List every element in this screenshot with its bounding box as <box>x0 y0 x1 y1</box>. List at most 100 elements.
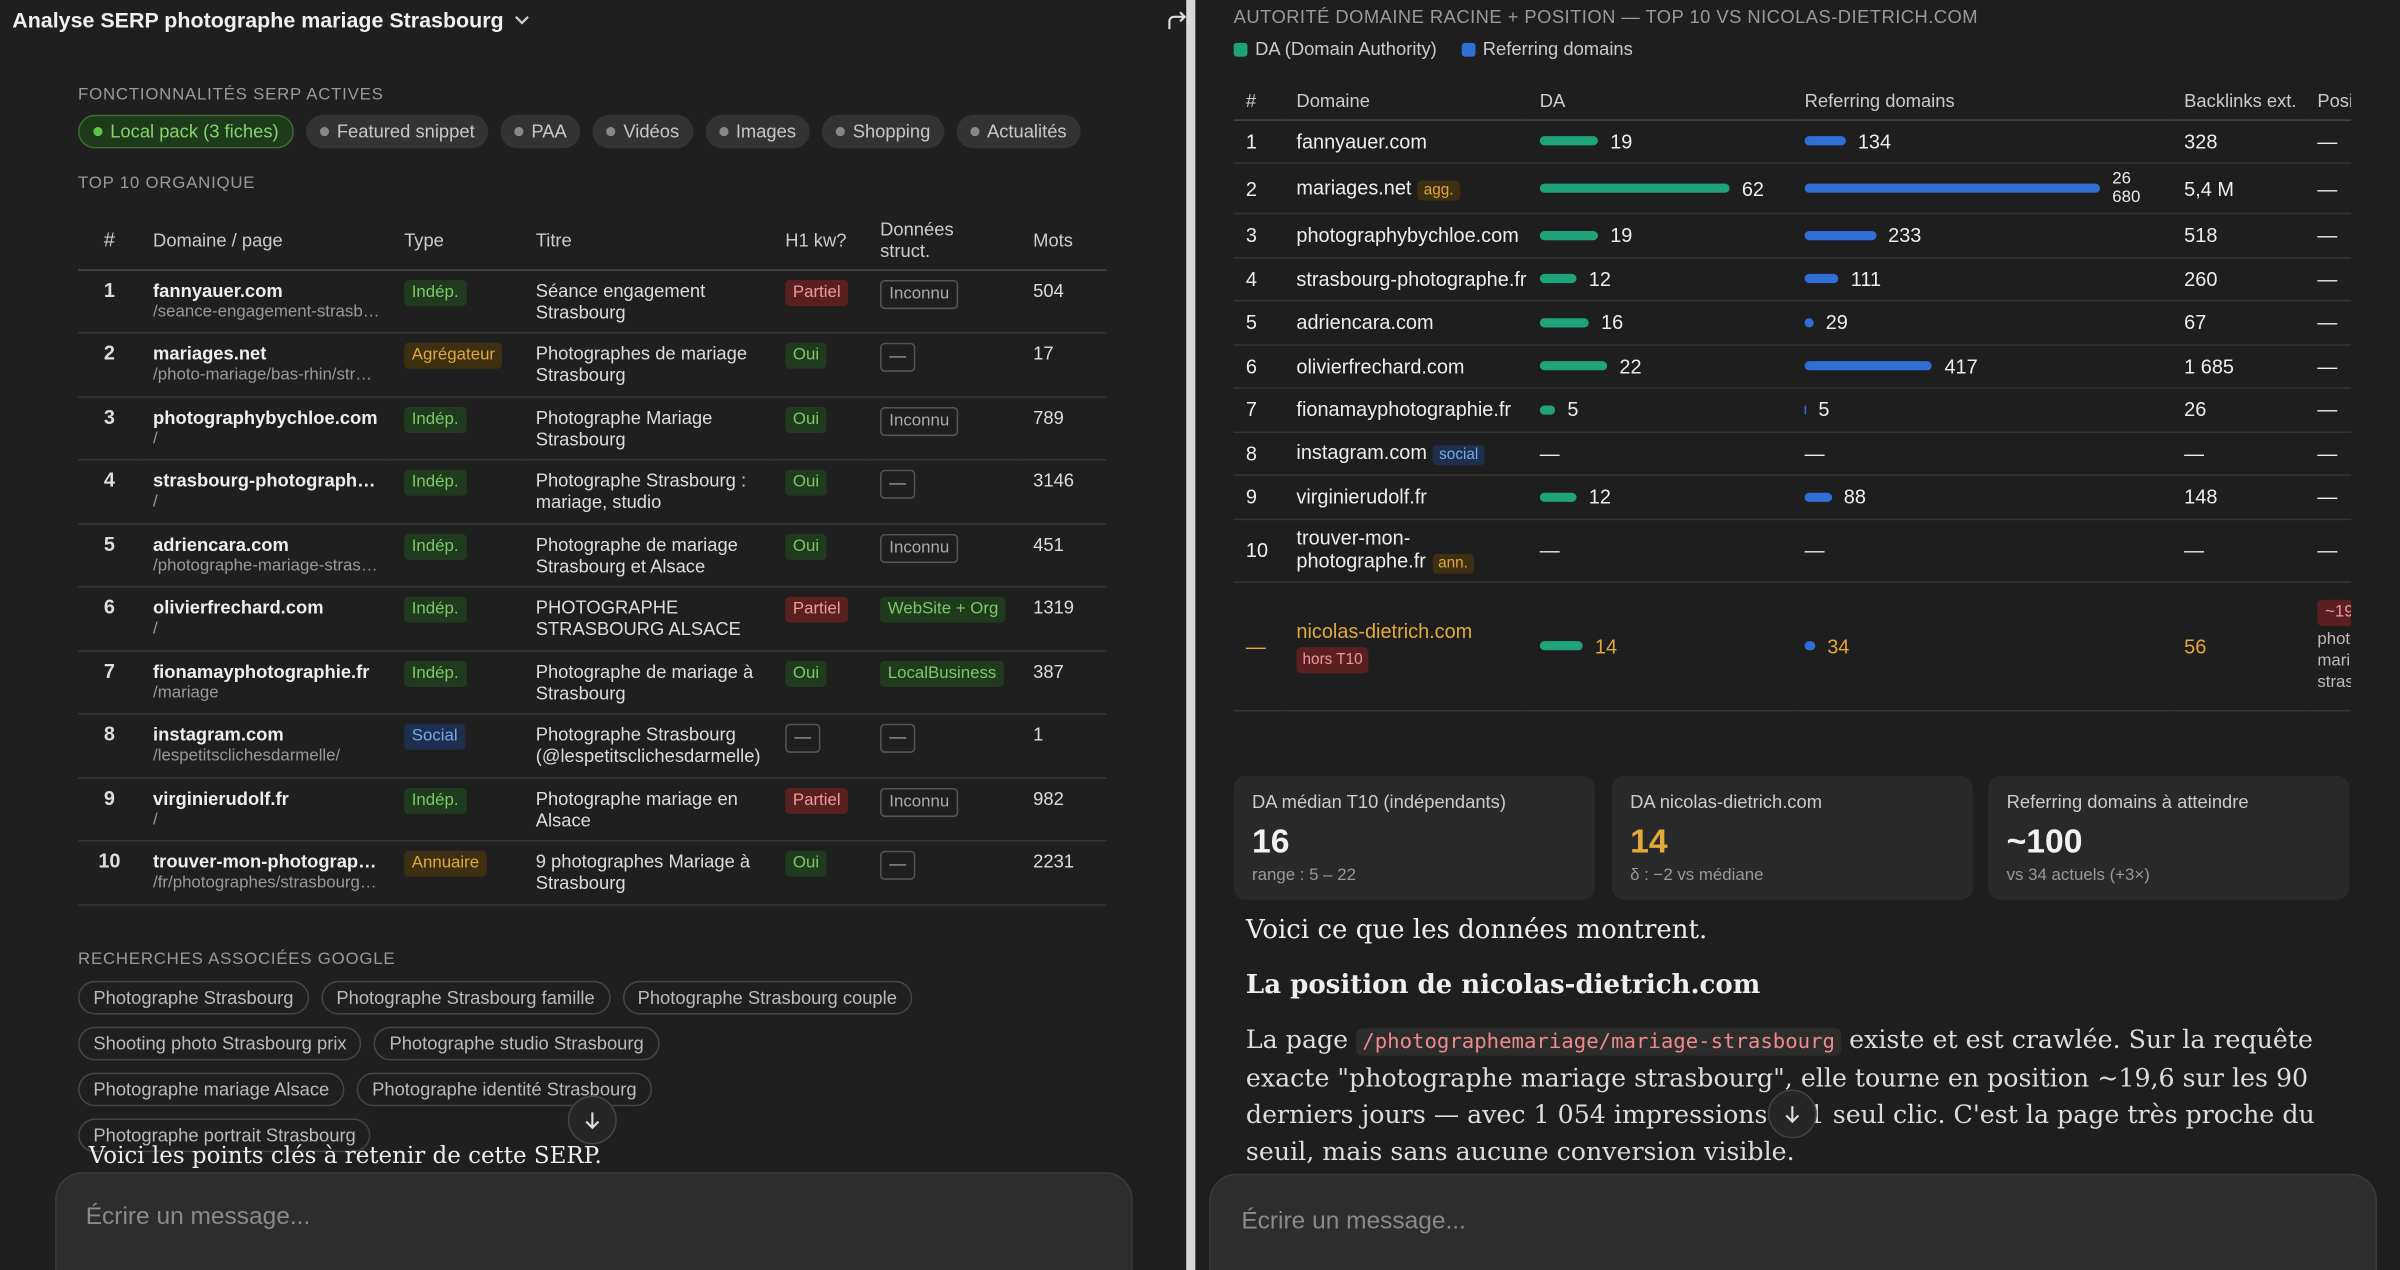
tag: ann. <box>1432 553 1475 574</box>
badge: Oui <box>785 850 827 877</box>
badge: Indép. <box>404 279 467 306</box>
da-label: 5 <box>1567 398 1579 422</box>
da-bar <box>1539 183 1730 193</box>
h1-cell: Oui <box>772 523 868 588</box>
domain: fannyauer.com <box>1296 129 1427 153</box>
conversation-title[interactable]: Analyse SERP photographe mariage Strasbo… <box>12 8 531 32</box>
rank: 7 <box>1233 387 1285 433</box>
da-bar <box>1539 641 1583 651</box>
rank: 4 <box>78 459 141 525</box>
backlinks: 518 <box>2171 213 2306 258</box>
scroll-down-button[interactable] <box>567 1095 617 1145</box>
domain: virginierudolf.fr <box>153 787 289 809</box>
rd-bar <box>1804 641 1815 651</box>
position-cell: — <box>2305 475 2352 520</box>
struct-cell: — <box>867 459 1021 525</box>
column-header: Position <box>2305 82 2352 121</box>
backlinks: 67 <box>2171 300 2306 346</box>
da-bar <box>1539 405 1556 415</box>
position: — <box>2317 538 2338 562</box>
rd-label: 417 <box>1944 354 1978 378</box>
related-chip[interactable]: Photographe Strasbourg couple <box>622 980 913 1015</box>
struct-cell: — <box>867 840 1021 906</box>
feature-chip[interactable]: Shopping <box>822 114 945 149</box>
related-chip[interactable]: Photographe Strasbourg famille <box>321 980 611 1015</box>
related-chip[interactable]: Photographe mariage Alsace <box>78 1072 345 1107</box>
rank: 9 <box>1233 475 1285 520</box>
rd-wrap: 111 <box>1804 267 2172 290</box>
words: 982 <box>1020 777 1107 842</box>
card-label: Referring domains à atteindre <box>2006 791 2249 813</box>
backlinks: 148 <box>2171 475 2306 520</box>
feature-chip[interactable]: Local pack (3 fiches) <box>78 114 294 149</box>
share-icon[interactable] <box>1166 9 1187 30</box>
badge: Indép. <box>404 660 467 687</box>
badge: Partiel <box>785 787 849 814</box>
domain: instagram.com <box>1296 440 1427 464</box>
rank: 6 <box>78 586 141 652</box>
h1-cell: Oui <box>772 459 868 525</box>
badge: — <box>785 723 821 753</box>
type-cell: Indép. <box>391 586 524 652</box>
position-cell: — <box>2305 431 2352 476</box>
feature-chip[interactable]: Actualités <box>956 114 1081 149</box>
badge: Oui <box>785 660 827 687</box>
rank: 2 <box>1233 162 1285 215</box>
da-wrap: 22 <box>1539 355 1793 378</box>
section-title: La position de nicolas-dietrich.com <box>1245 970 1761 1001</box>
dot <box>319 126 330 137</box>
feature-chip[interactable]: Featured snippet <box>306 114 489 149</box>
feature-chip[interactable]: Images <box>705 114 810 149</box>
domain: adriencara.com <box>1296 310 1434 334</box>
domain: fionamayphotographie.fr <box>1296 398 1512 422</box>
authority-table: # Domaine DA Referring domains Backlinks ext… <box>1233 82 2352 711</box>
legend-item: Referring domains <box>1461 38 1633 60</box>
position-cell: — <box>2305 119 2352 164</box>
rank: 3 <box>78 396 141 461</box>
badge: Inconnu <box>880 787 959 817</box>
chip-label: PAA <box>531 120 567 143</box>
badge: Inconnu <box>880 533 959 563</box>
rd-cell: 5 <box>1792 387 2172 433</box>
column-label: Données struct. <box>880 218 954 262</box>
stat-card: Referring domains à atteindre ~100 vs 34 a… <box>1988 775 2350 900</box>
da-label: 19 <box>1610 223 1633 247</box>
related-chip[interactable]: Shooting photo Strasbourg prix <box>78 1026 362 1061</box>
tag: hors T10 <box>1296 646 1369 673</box>
rd-label: 34 <box>1827 634 1850 658</box>
domain-cell: photographybychloe.com <box>1284 213 1528 258</box>
composer[interactable]: Écrire un message... <box>55 1172 1133 1270</box>
type-cell: Indép. <box>391 523 524 588</box>
composer[interactable]: Écrire un message... <box>1209 1173 2378 1270</box>
path: /lespetitsclichesdarmelle/ <box>153 746 341 766</box>
row: 8 instagram.com/lespetitsclichesdarmelle/… <box>78 713 1107 779</box>
da-cell: 14 <box>1527 580 1793 711</box>
column-header: Referring domains <box>1792 82 2172 121</box>
related-chip[interactable]: Photographe portrait Strasbourg <box>78 1118 372 1153</box>
da-cell: 19 <box>1527 213 1793 258</box>
words: 1319 <box>1020 586 1107 652</box>
column-header: H1 kw? <box>772 211 868 271</box>
rd-label: — <box>1804 538 1825 562</box>
text: La page <box>1245 1025 1357 1055</box>
title: Photographe Mariage Strasbourg <box>523 396 773 461</box>
right-panel: AUTORITÉ DOMAINE RACINE + POSITION — TOP… <box>1195 0 2400 1270</box>
domain: olivierfrechard.com <box>153 596 324 619</box>
da-bar <box>1539 317 1589 328</box>
feature-chip[interactable]: PAA <box>500 114 581 149</box>
domain-cell: trouver-mon-photographe.fr/fr/photograph… <box>140 840 392 906</box>
scroll-down-button[interactable] <box>1767 1089 1817 1139</box>
row: 2 mariages.net agg. 62 26 680 5,4 M — <box>1233 162 2352 215</box>
rank: 8 <box>78 713 141 779</box>
path: /photographe-mariage-stras… <box>153 556 378 575</box>
position-cell: — <box>2305 518 2352 583</box>
related-chip[interactable]: Photographe studio Strasbourg <box>374 1026 660 1061</box>
column-label: Titre <box>535 229 572 251</box>
related-chip[interactable]: Photographe Strasbourg <box>78 980 309 1015</box>
feature-chip[interactable]: Vidéos <box>592 114 693 149</box>
row: 8 instagram.com social — — — — <box>1233 431 2352 476</box>
da-wrap: 19 <box>1539 223 1793 247</box>
rd-cell: 88 <box>1792 475 2172 520</box>
related-chip[interactable]: Photographe identité Strasbourg <box>356 1072 652 1107</box>
position-cell: — <box>2305 162 2352 215</box>
